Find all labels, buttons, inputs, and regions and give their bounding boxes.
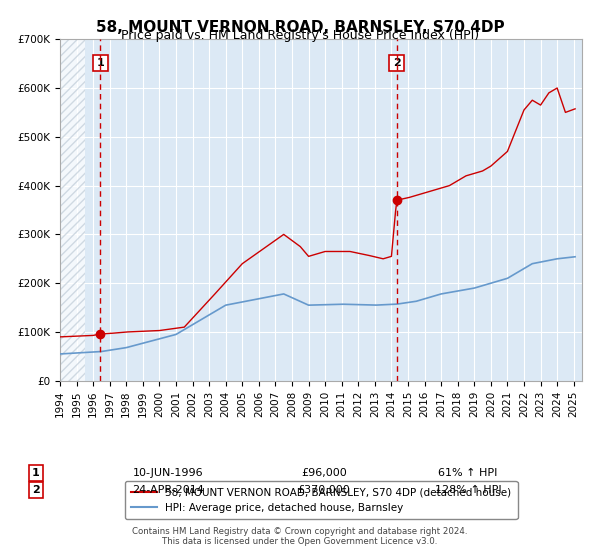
Text: 1: 1	[97, 58, 104, 68]
Text: 2: 2	[32, 485, 40, 495]
Text: Price paid vs. HM Land Registry's House Price Index (HPI): Price paid vs. HM Land Registry's House …	[121, 29, 479, 42]
Text: Contains HM Land Registry data © Crown copyright and database right 2024.
This d: Contains HM Land Registry data © Crown c…	[132, 526, 468, 546]
Bar	[60, 39, 85, 381]
Text: 2: 2	[392, 58, 400, 68]
Text: 1: 1	[32, 468, 40, 478]
Text: 10-JUN-1996: 10-JUN-1996	[133, 468, 203, 478]
Text: 24-APR-2014: 24-APR-2014	[132, 485, 204, 495]
Text: £96,000: £96,000	[301, 468, 347, 478]
Text: £370,000: £370,000	[298, 485, 350, 495]
Legend: 58, MOUNT VERNON ROAD, BARNSLEY, S70 4DP (detached house), HPI: Average price, d: 58, MOUNT VERNON ROAD, BARNSLEY, S70 4DP…	[125, 482, 517, 519]
Text: 128% ↑ HPI: 128% ↑ HPI	[434, 485, 502, 495]
Text: 61% ↑ HPI: 61% ↑ HPI	[439, 468, 497, 478]
Text: 58, MOUNT VERNON ROAD, BARNSLEY, S70 4DP: 58, MOUNT VERNON ROAD, BARNSLEY, S70 4DP	[95, 20, 505, 35]
